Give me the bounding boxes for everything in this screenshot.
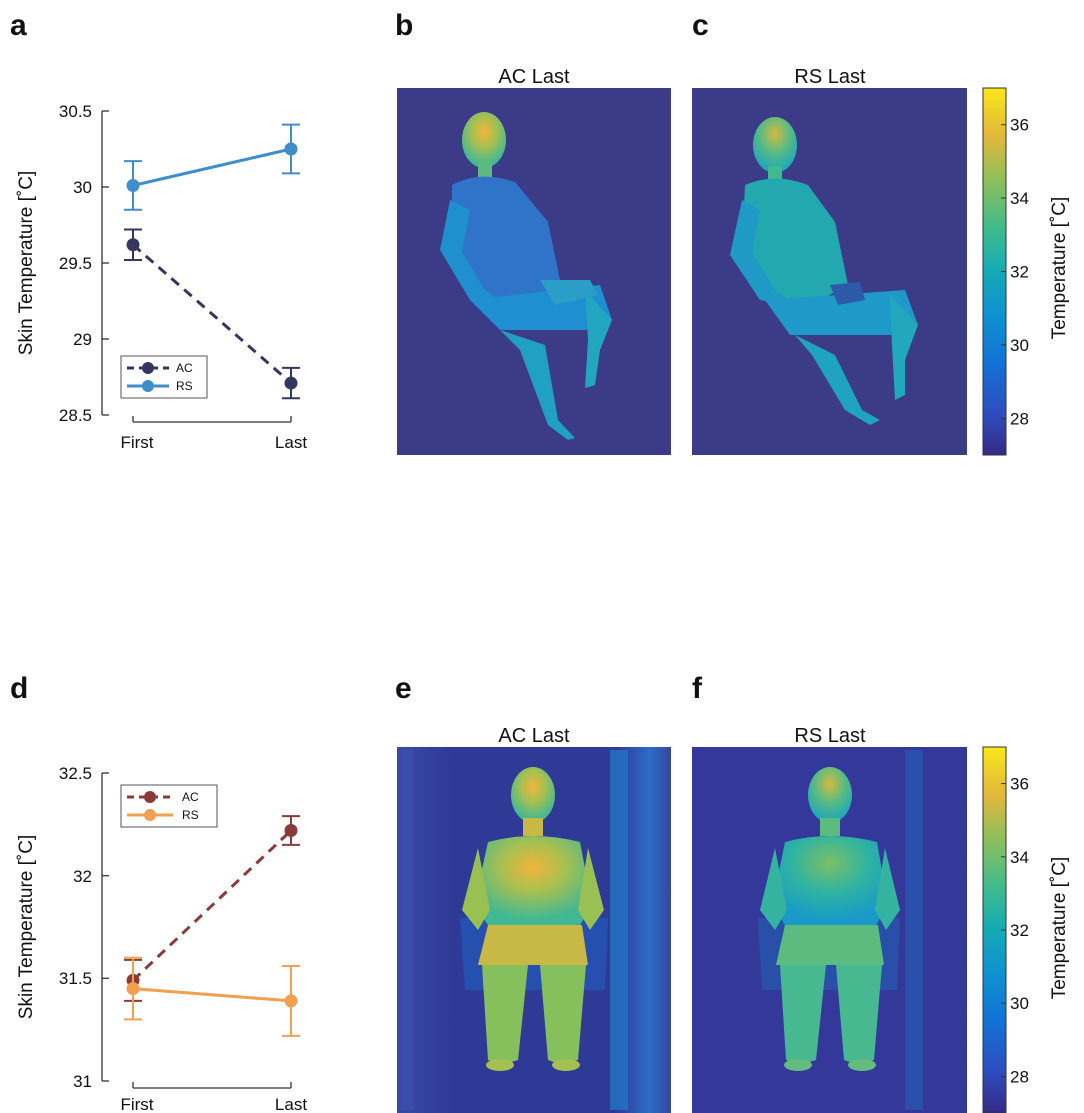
legend-d: AC RS	[120, 784, 218, 828]
heatmap-title-b: AC Last	[498, 66, 570, 88]
y-tick-label: 32.5	[59, 764, 92, 783]
panel-label-f: f	[692, 672, 703, 705]
heatmap-title-f: RS Last	[794, 725, 866, 747]
x-tick-label: First	[120, 433, 153, 452]
colorbar-tick-label: 28	[1010, 1067, 1029, 1086]
thermal-image-e	[397, 747, 671, 1113]
y-tick-label: 30.5	[59, 102, 92, 121]
data-point-ac	[284, 823, 298, 837]
plot-area-d	[124, 815, 300, 1037]
y-tick-label: 30	[73, 178, 92, 197]
colorbar-tick-label: 36	[1010, 116, 1029, 135]
colorbar-ticks: 28 30 32 34 36	[1001, 116, 1029, 428]
y-tick-label: 31	[73, 1072, 92, 1091]
line-chart-a: 30.5 30 29.5 29 28.5 First Last Skin Tem…	[16, 102, 307, 452]
person-silhouette-b	[440, 112, 612, 440]
x-tick-label: Last	[275, 433, 307, 452]
person-silhouette-e	[460, 767, 608, 1071]
y-tick-label: 31.5	[59, 969, 92, 988]
person-silhouette-c	[730, 117, 918, 425]
colorbar-bottom: 28 30 32 34 36 Temperature [˚C]	[982, 746, 1070, 1113]
y-tick-label: 28.5	[59, 406, 92, 425]
legend-a: AC RS	[120, 355, 208, 399]
y-axis-label: Skin Temperature [˚C]	[16, 835, 37, 1019]
y-axis-label: Skin Temperature [˚C]	[16, 171, 37, 355]
y-tick-label: 32	[73, 867, 92, 886]
x-tick-label: First	[120, 1095, 153, 1113]
y-tick-label: 29	[73, 330, 92, 349]
panel-label-c: c	[692, 9, 709, 42]
legend-ac-label: AC	[182, 790, 199, 804]
panel-label-b: b	[395, 9, 413, 42]
colorbar-top: 28 30 32 34 36 Temperature [˚C]	[982, 87, 1070, 456]
colorbar-tick-label: 28	[1010, 409, 1029, 428]
colorbar-tick-label: 34	[1010, 848, 1029, 867]
colorbar-tick-label: 30	[1010, 994, 1029, 1013]
data-point-ac	[284, 376, 298, 390]
panel-label-e: e	[395, 672, 412, 705]
colorbar-label: Temperature [˚C]	[1049, 197, 1070, 340]
y-tick-label: 29.5	[59, 254, 92, 273]
thermal-image-f	[692, 747, 967, 1113]
colorbar-tick-label: 30	[1010, 336, 1029, 355]
colorbar-tick-label: 32	[1010, 921, 1029, 940]
data-point-rs	[126, 982, 140, 996]
data-point-rs	[284, 994, 298, 1008]
colorbar-tick-label: 36	[1010, 775, 1029, 794]
series-line-rs	[132, 147, 292, 187]
panel-label-a: a	[10, 9, 27, 42]
legend-rs-marker	[144, 809, 156, 821]
legend-rs-label: RS	[176, 379, 193, 393]
series-line-ac	[131, 829, 293, 982]
legend-ac-marker	[144, 791, 156, 803]
colorbar-tick-label: 34	[1010, 189, 1029, 208]
thermal-image-b	[397, 88, 671, 455]
person-silhouette-f	[758, 767, 900, 1071]
plot-area-a	[124, 123, 300, 400]
data-point-ac	[126, 238, 140, 252]
legend-rs-label: RS	[182, 808, 199, 822]
colorbar-tick-label: 32	[1010, 263, 1029, 282]
series-line-rs	[132, 987, 292, 1003]
heatmap-title-c: RS Last	[794, 66, 866, 88]
x-tick-label: Last	[275, 1095, 307, 1113]
panel-label-d: d	[10, 672, 28, 705]
series-line-ac	[132, 243, 292, 385]
legend-ac-marker	[142, 362, 154, 374]
legend-ac-label: AC	[176, 361, 193, 375]
legend-rs-marker	[142, 380, 154, 392]
colorbar-ticks: 28 30 32 34 36	[1001, 775, 1029, 1086]
thermal-image-c	[692, 88, 967, 455]
data-point-rs	[284, 142, 298, 156]
colorbar-label: Temperature [˚C]	[1049, 857, 1070, 1000]
line-chart-d: 32.5 32 31.5 31 First Last Skin Temperat…	[16, 764, 307, 1113]
heatmap-title-e: AC Last	[498, 725, 570, 747]
data-point-rs	[126, 178, 140, 192]
